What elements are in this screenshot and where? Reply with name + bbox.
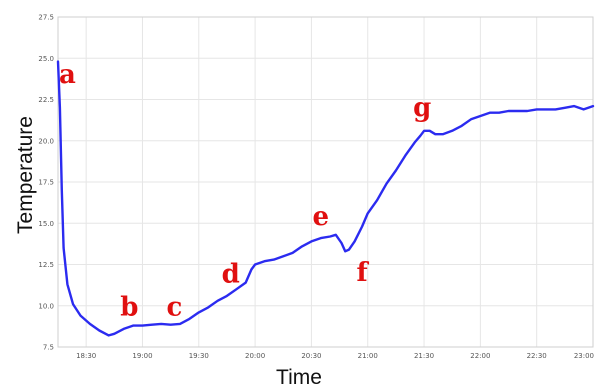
plot-frame (57, 16, 594, 348)
annotation-d: d (222, 260, 240, 290)
y-tick-label: 20.0 (38, 137, 54, 145)
y-axis-title: Temperature (14, 116, 37, 234)
temperature-series-line (56, 60, 595, 337)
x-tick-label: 21:00 (358, 352, 378, 360)
x-tick-label: 20:30 (301, 352, 321, 360)
x-tick-label: 18:30 (76, 352, 96, 360)
annotation-b: b (120, 293, 138, 323)
annotation-e: e (313, 202, 330, 232)
annotation-a: a (59, 60, 76, 90)
y-tick-label: 17.5 (38, 179, 54, 187)
y-tick-label: 10.0 (38, 302, 54, 310)
x-tick-label: 22:00 (470, 352, 490, 360)
y-tick-label: 15.0 (38, 220, 54, 228)
x-tick-label: 20:00 (245, 352, 265, 360)
x-tick-label: 23:00 (574, 352, 594, 360)
y-tick-label: 25.0 (38, 55, 54, 63)
x-tick-label: 19:00 (132, 352, 152, 360)
annotation-g: g (413, 93, 431, 123)
annotation-c: c (166, 293, 182, 323)
annotation-markers: a b c d ef g (59, 60, 431, 323)
y-tick-label: 12.5 (38, 261, 54, 269)
y-tick-label: 7.5 (43, 344, 54, 352)
x-tick-label: 22:30 (527, 352, 547, 360)
y-tick-label: 22.5 (38, 96, 54, 104)
annotation-f: f (357, 258, 370, 288)
grid (58, 16, 594, 348)
x-axis-title: Time (276, 366, 322, 387)
x-tick-label: 19:30 (189, 352, 209, 360)
x-tick-label: 21:30 (414, 352, 434, 360)
y-tick-labels: 7.5 10.0 12.5 15.0 17.5 20.0 22.5 25.0 27.5 (38, 14, 54, 352)
x-tick-labels: 18:30 19:00 19:30 20:00 20:30 21:00 21:30 22:00… (76, 352, 594, 360)
y-tick-label: 27.5 (38, 14, 54, 22)
